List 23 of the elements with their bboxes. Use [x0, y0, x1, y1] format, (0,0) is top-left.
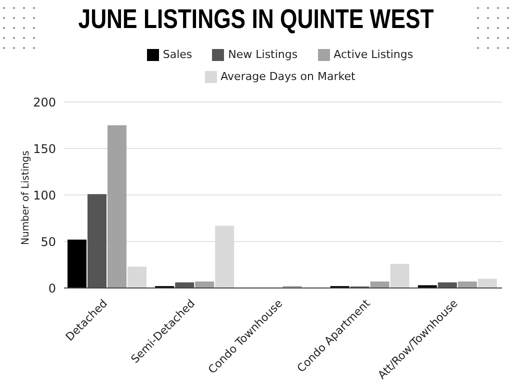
- legend-label: Sales: [162, 48, 192, 61]
- legend-label: Average Days on Market: [220, 70, 356, 83]
- bar: [370, 281, 390, 288]
- bar: [458, 281, 477, 288]
- y-tick-label: 100: [33, 188, 56, 202]
- legend-label: Active Listings: [334, 48, 414, 61]
- bar: [478, 278, 497, 288]
- legend-label: New Listings: [228, 48, 298, 61]
- bar: [175, 282, 194, 288]
- y-tick-label: 50: [40, 234, 56, 249]
- bar: [108, 125, 127, 288]
- y-tick-label: 0: [48, 281, 56, 296]
- y-tick-label: 200: [33, 95, 56, 110]
- bar: [68, 240, 87, 288]
- chart-title: JUNE LISTINGS IN QUINTE WEST: [77, 4, 435, 35]
- bar: [438, 282, 457, 288]
- bar: [128, 266, 147, 288]
- y-axis-title: Number of Listings: [20, 150, 32, 245]
- bar: [195, 281, 214, 288]
- y-tick-label: 150: [33, 142, 56, 156]
- bar: [418, 285, 437, 288]
- bar: [88, 194, 107, 288]
- bar: [390, 264, 410, 288]
